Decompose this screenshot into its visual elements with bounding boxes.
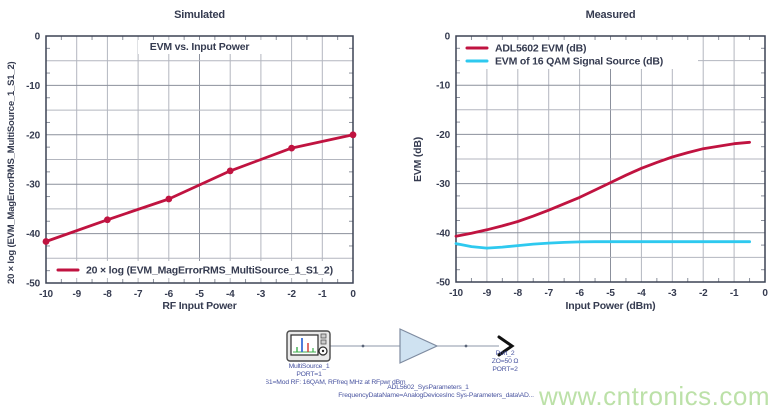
- svg-text:-6: -6: [165, 289, 174, 300]
- series-line-1: [454, 240, 752, 250]
- svg-text:-2: -2: [699, 288, 708, 299]
- series-marker-0: [288, 144, 295, 152]
- simulated-xaxis-label: RF Input Power: [162, 300, 237, 312]
- measured-chart: -10 -9 -8 -7 -6 -5 -4 -3 -2 -1 00-10-20-30-40-50AD…: [436, 32, 768, 300]
- plot-border: [455, 35, 766, 283]
- wire-node: [464, 344, 468, 348]
- simulated-chart-title: Simulated: [174, 9, 225, 21]
- svg-text:-10: -10: [436, 81, 450, 92]
- legend-mask: [460, 40, 698, 69]
- series-marker-0: [349, 131, 357, 139]
- svg-text:-5: -5: [195, 289, 204, 300]
- system-schematic: MultiSource_1 PORT=1 S1=Mod RF: 16QAM, R…: [266, 328, 534, 399]
- svg-text:-3: -3: [257, 289, 266, 300]
- series-marker-0: [104, 216, 111, 224]
- amplifier-icon: [399, 328, 439, 364]
- svg-text:-4: -4: [637, 288, 646, 299]
- amp-params-label: FrequencyDataName=AnalogDevicesInc Sys-P…: [338, 392, 534, 399]
- watermark: www.cntronics.com: [539, 381, 770, 411]
- svg-text:-40: -40: [436, 228, 450, 239]
- minor-ticks: [46, 36, 353, 283]
- simulated-yaxis-label: 20 × log (EVM_MagErrorRMS_MultiSource_1_…: [6, 61, 17, 284]
- series-marker-0: [226, 167, 234, 175]
- svg-text:-3: -3: [668, 288, 677, 299]
- svg-text:-9: -9: [483, 288, 492, 299]
- legend-label-0: 20 × log (EVM_MagErrorRMS_MultiSource_1_…: [86, 265, 333, 277]
- svg-text:-1: -1: [730, 288, 739, 299]
- svg-text:-9: -9: [72, 289, 81, 300]
- series-marker-0: [165, 195, 173, 203]
- svg-text:-4: -4: [226, 289, 235, 300]
- source-label: MultiSource_1: [289, 363, 330, 370]
- svg-text:-50: -50: [436, 278, 450, 289]
- measured-chart-title: Measured: [585, 9, 636, 21]
- simulated-chart: EVM vs. Input Power-10 -9 -8 -7 -6 -5 -4 -3 -2 -1…: [26, 32, 357, 301]
- inner-title: EVM vs. Input Power: [150, 41, 250, 53]
- wire-node: [361, 344, 365, 348]
- tick-labels: -10 -9 -8 -7 -6 -5 -4 -3 -2 -1 00-10-20-30-40-50: [26, 32, 356, 301]
- svg-text:0: 0: [762, 288, 768, 299]
- svg-text:-30: -30: [26, 180, 40, 191]
- multisource-instrument-icon: [286, 330, 331, 362]
- svg-text:0: 0: [35, 32, 41, 43]
- output-port-arrow-icon: [497, 335, 515, 357]
- svg-text:-6: -6: [575, 288, 584, 299]
- measured-yaxis-label: EVM (dB): [412, 136, 424, 182]
- svg-text:-30: -30: [436, 179, 450, 190]
- source-port-label: PORT=1: [296, 371, 322, 378]
- inner-title-mask: [138, 40, 262, 54]
- svg-text:-10: -10: [449, 288, 463, 299]
- svg-text:-2: -2: [287, 289, 296, 300]
- gridlines: [456, 36, 765, 282]
- svg-text:-50: -50: [26, 279, 40, 290]
- legend-mask: [50, 261, 351, 278]
- svg-text:-20: -20: [436, 130, 450, 141]
- series-marker-0: [42, 238, 50, 245]
- port-impedance-label: ZO=50 Ω: [492, 358, 519, 365]
- svg-text:-20: -20: [26, 130, 40, 141]
- svg-text:-10: -10: [39, 289, 53, 300]
- tick-labels: -10 -9 -8 -7 -6 -5 -4 -3 -2 -1 00-10-20-30-40-50: [436, 32, 768, 300]
- svg-text:0: 0: [350, 289, 356, 300]
- legend-label-0: ADL5602 EVM (dB): [495, 43, 586, 55]
- measured-xaxis-label: Input Power (dBm): [565, 300, 656, 312]
- port-number-label: PORT=2: [492, 366, 518, 373]
- legend-label-1: EVM of 16 QAM Signal Source (dB): [495, 56, 663, 68]
- series-line-0: [454, 140, 752, 238]
- svg-text:-40: -40: [26, 229, 40, 240]
- svg-text:-7: -7: [544, 288, 553, 299]
- series-line-0: [44, 133, 355, 243]
- svg-text:-8: -8: [103, 289, 112, 300]
- svg-text:-8: -8: [514, 288, 523, 299]
- plot-border: [45, 35, 354, 284]
- gridlines: [46, 36, 353, 283]
- svg-text:-7: -7: [134, 289, 143, 300]
- svg-text:-10: -10: [26, 81, 40, 92]
- svg-text:-1: -1: [318, 289, 327, 300]
- port-label: Port_2: [496, 350, 515, 357]
- svg-text:0: 0: [445, 32, 451, 43]
- svg-text:-5: -5: [606, 288, 615, 299]
- amp-label: ADL5602_SysParameters_1: [387, 384, 469, 391]
- source-params-label: S1=Mod RF: 16QAM, RFfreq MHz at RFpwr dB…: [266, 379, 406, 386]
